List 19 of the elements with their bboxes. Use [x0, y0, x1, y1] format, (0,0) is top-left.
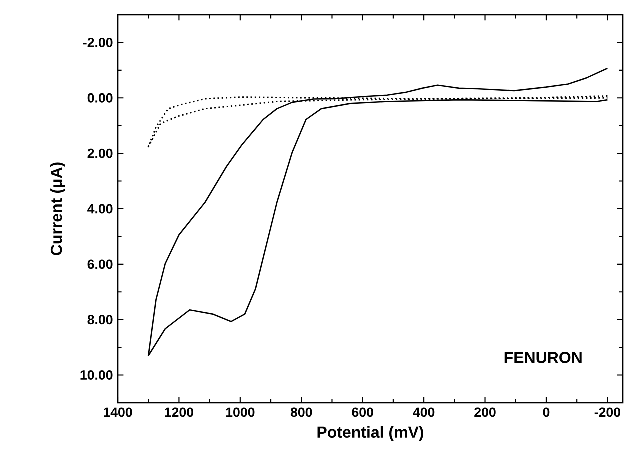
- annotation: FENURON: [504, 352, 582, 364]
- x-axis-title: Potential (mV): [318, 426, 424, 442]
- y-tick-label: 2.00: [88, 148, 113, 158]
- y-tick-label: 6.00: [88, 260, 113, 270]
- y-axis-title: Current (μA): [50, 162, 66, 256]
- x-tick-label: 1200: [165, 408, 194, 418]
- y-tick-label: -2.00: [83, 38, 113, 48]
- x-tick-label: 200: [474, 408, 496, 418]
- x-tick-label: 1400: [104, 408, 132, 418]
- x-tick-label: 0: [543, 408, 550, 418]
- x-tick-label: 400: [413, 408, 435, 418]
- y-tick-label: 0.00: [88, 93, 113, 103]
- y-tick-label: 4.00: [88, 204, 113, 214]
- x-tick-label: 1000: [226, 408, 255, 418]
- y-tick-label: 8.00: [88, 315, 113, 325]
- x-tick-label: 600: [352, 408, 374, 418]
- y-tick-label: 10.00: [80, 370, 113, 380]
- x-tick-label: -200: [594, 408, 620, 418]
- x-tick-label: 800: [290, 408, 312, 418]
